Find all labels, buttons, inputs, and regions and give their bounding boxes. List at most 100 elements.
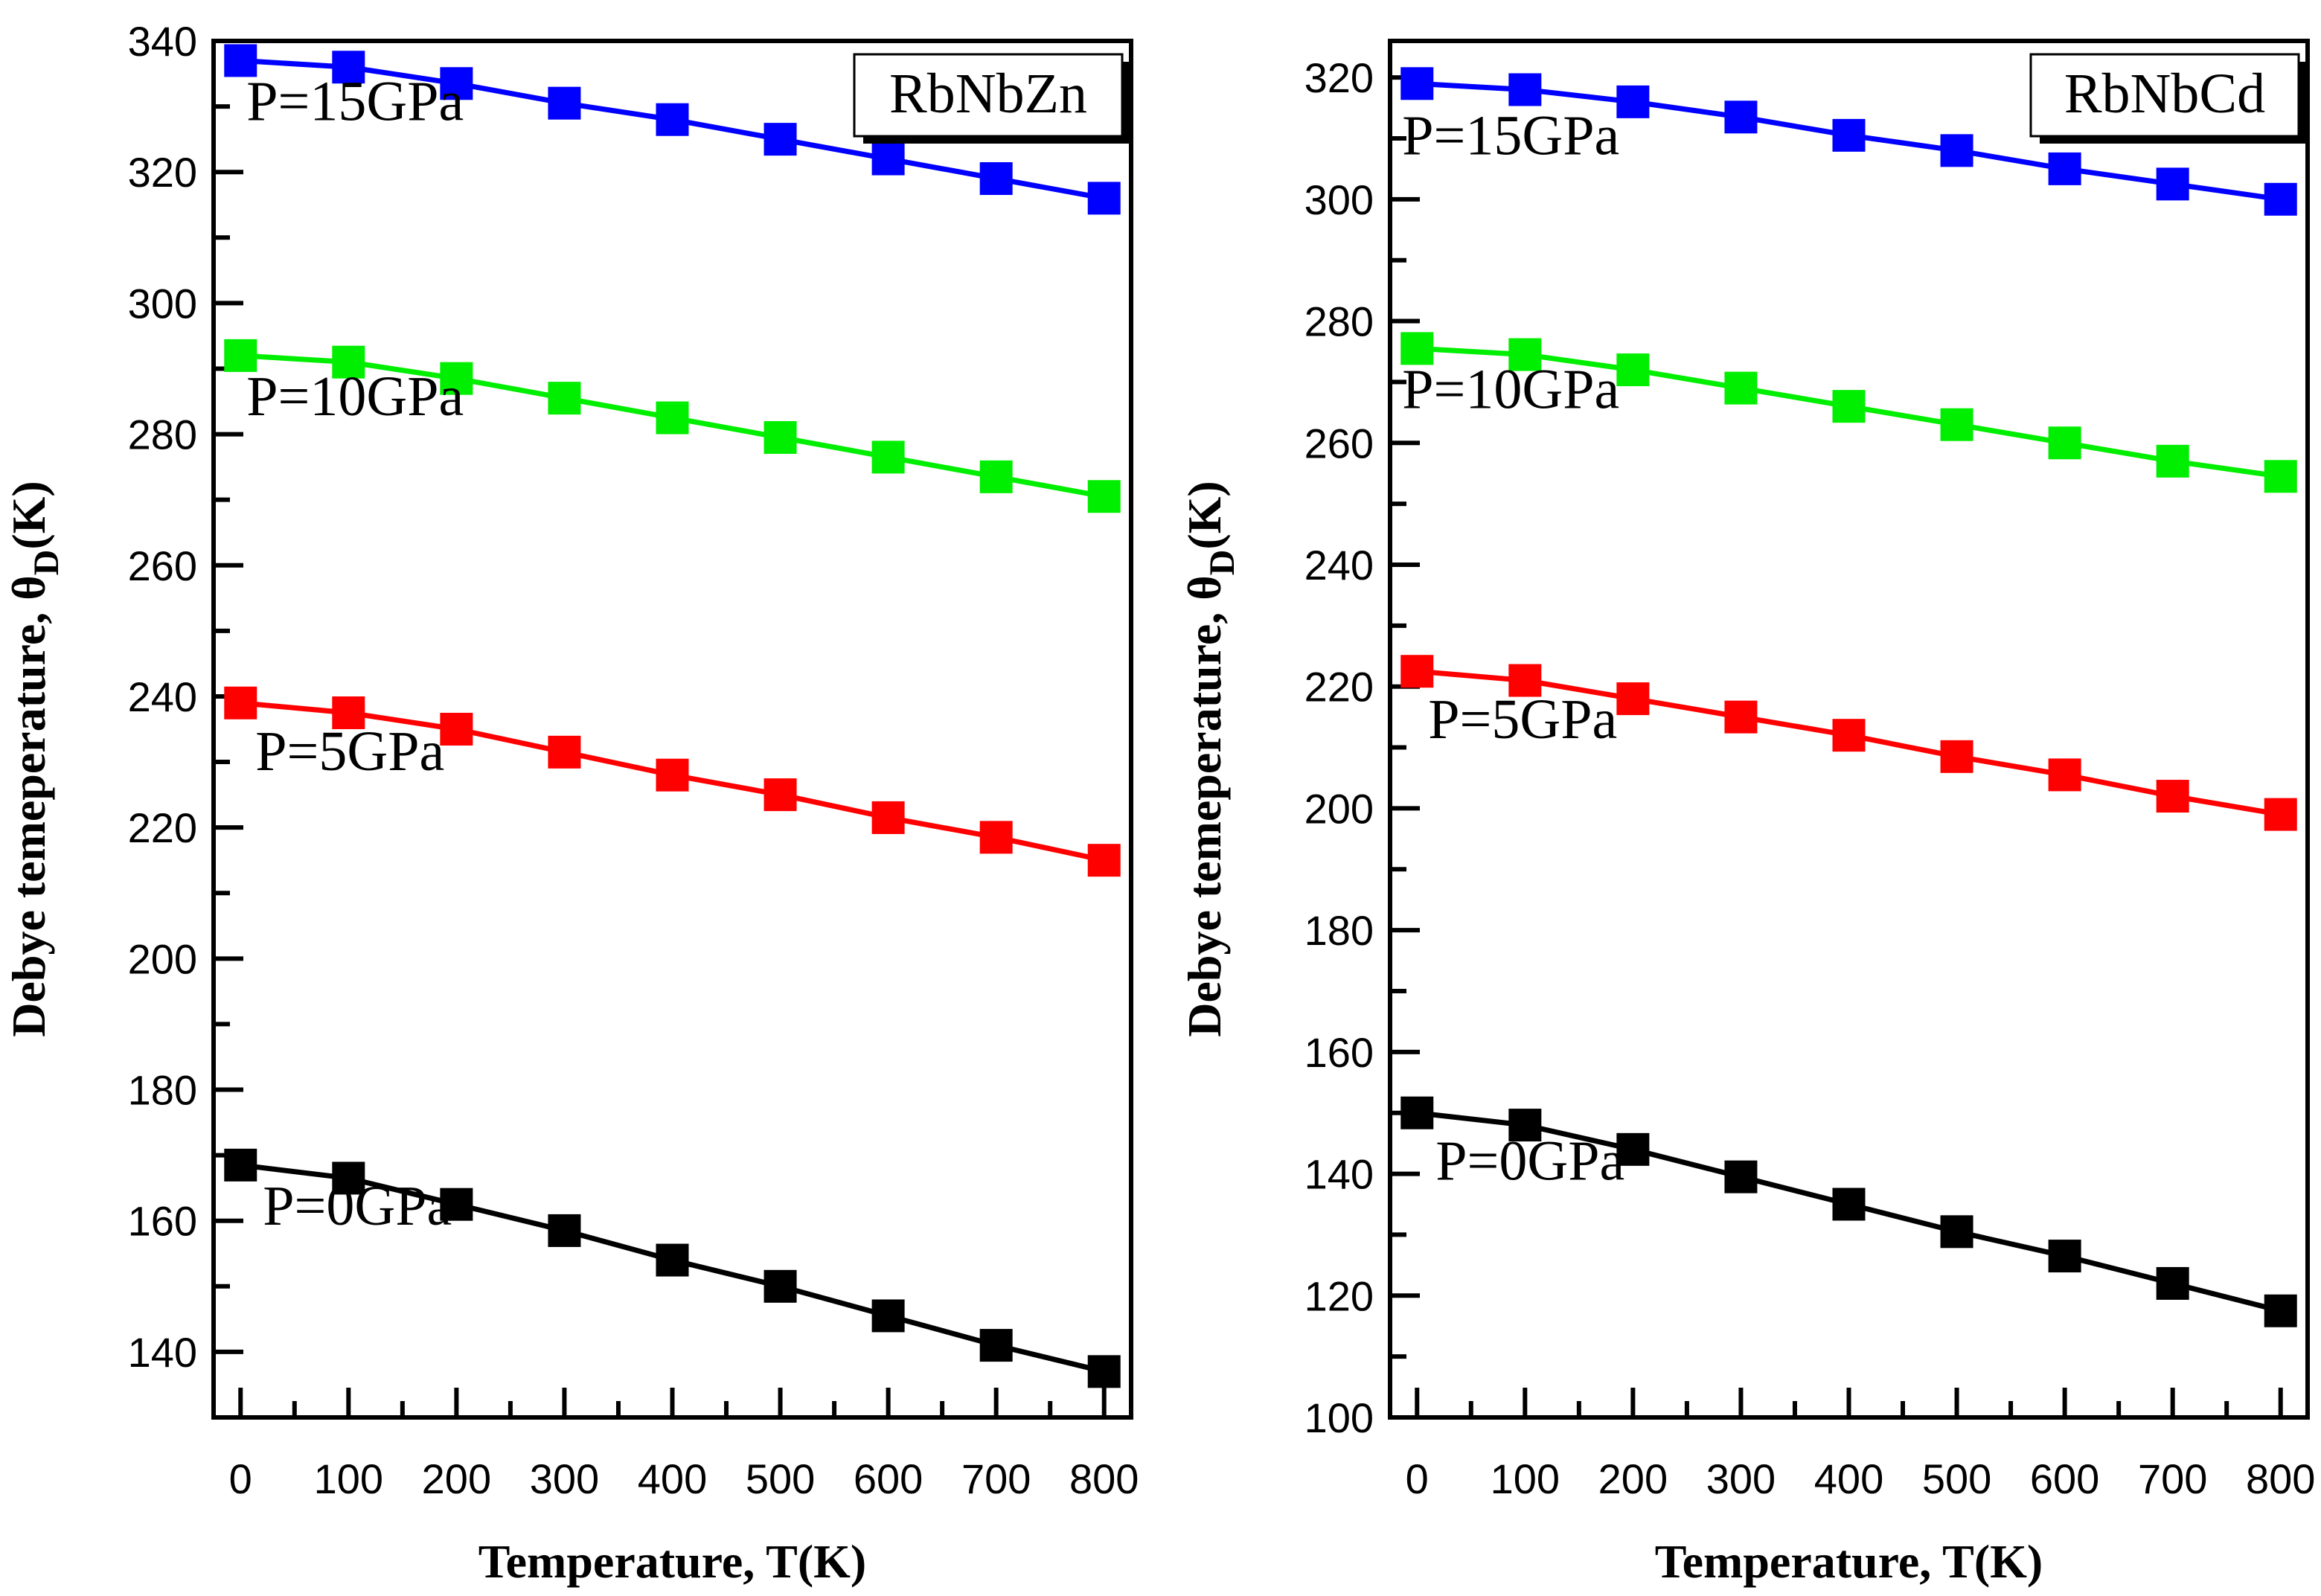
- data-point: [1400, 655, 1434, 688]
- data-point: [548, 86, 581, 120]
- y-tick-label: 300: [128, 280, 197, 327]
- data-point: [871, 801, 905, 834]
- y-tick-label: 100: [1304, 1394, 1374, 1441]
- data-point: [548, 1214, 581, 1247]
- data-point: [332, 345, 365, 379]
- data-point: [1940, 134, 1973, 167]
- data-point: [1616, 682, 1650, 716]
- data-point: [2048, 426, 2081, 460]
- data-point: [979, 460, 1013, 493]
- series-markers: [1400, 67, 2297, 1327]
- data-point: [1724, 1160, 1758, 1193]
- x-tick-label: 800: [2246, 1455, 2315, 1502]
- axis-ticks: 0 100 200 300 400 500 600 700 800 140 160 180 200 220…: [128, 18, 1139, 1502]
- data-point: [548, 382, 581, 415]
- series-label: P=15GPa: [1402, 104, 1619, 167]
- y-axis-title-subscript: D: [1203, 550, 1242, 576]
- data-point: [2156, 780, 2189, 813]
- series-label: P=10GPa: [246, 365, 464, 428]
- data-point: [1832, 118, 1866, 152]
- data-point: [979, 1329, 1013, 1362]
- data-point: [2156, 167, 2189, 201]
- data-point: [224, 339, 257, 372]
- x-axis-title: Temperature, T(K): [478, 1535, 866, 1588]
- data-point: [763, 123, 797, 156]
- series-label: P=0GPa: [263, 1175, 452, 1237]
- x-tick-label: 300: [1706, 1455, 1776, 1502]
- chart-title: RbNbCd: [2064, 63, 2265, 125]
- data-point: [1724, 100, 1758, 134]
- data-point: [656, 758, 689, 792]
- data-point: [656, 401, 689, 435]
- data-point: [871, 142, 905, 176]
- y-tick-label: 280: [128, 411, 197, 458]
- data-point: [1087, 844, 1121, 877]
- y-tick-label: 200: [128, 935, 197, 982]
- data-point: [656, 1243, 689, 1277]
- data-point: [1087, 182, 1121, 215]
- data-point: [1940, 740, 1973, 773]
- data-point: [1724, 371, 1758, 405]
- y-axis-title: Debye temeperature, θD(K): [1178, 481, 1242, 1037]
- data-point: [440, 713, 473, 746]
- y-tick-label: 160: [1304, 1029, 1374, 1076]
- data-point: [979, 162, 1013, 195]
- y-tick-label: 220: [1304, 664, 1374, 711]
- y-axis-title: Debye temeperature, θD(K): [2, 481, 66, 1037]
- data-point: [763, 420, 797, 454]
- y-tick-label: 300: [1304, 176, 1374, 223]
- series-label: P=5GPa: [1428, 688, 1617, 751]
- data-point: [1940, 408, 1973, 441]
- x-tick-label: 500: [746, 1455, 815, 1502]
- data-point: [440, 67, 473, 100]
- y-tick-label: 240: [1304, 542, 1374, 589]
- x-tick-label: 200: [422, 1455, 491, 1502]
- data-point: [763, 778, 797, 812]
- y-tick-label: 160: [128, 1198, 197, 1245]
- data-point: [1832, 390, 1866, 423]
- data-point: [2264, 1294, 2297, 1327]
- x-tick-label: 700: [961, 1455, 1031, 1502]
- x-tick-label: 600: [854, 1455, 923, 1502]
- data-point: [440, 1188, 473, 1221]
- data-point: [763, 1269, 797, 1303]
- series-markers: [224, 44, 1121, 1388]
- data-point: [1616, 1132, 1650, 1166]
- series-labels: P=15GPa P=10GPa P=5GPa P=0GPa: [1402, 104, 1624, 1192]
- y-tick-label: 180: [1304, 907, 1374, 954]
- data-point: [1508, 664, 1542, 697]
- panel-rbnbzn: 0 100 200 300 400 500 600 700 800 140 160 180 200 220…: [2, 18, 1139, 1588]
- series-label: P=5GPa: [255, 720, 444, 783]
- data-point: [1940, 1215, 1973, 1249]
- data-point: [1400, 67, 1434, 100]
- y-tick-label: 320: [128, 149, 197, 196]
- data-point: [1724, 700, 1758, 734]
- data-point: [979, 821, 1013, 854]
- data-point: [1400, 332, 1434, 365]
- y-tick-label: 280: [1304, 298, 1374, 345]
- y-axis-title-main: Debye temeperature, θ: [2, 575, 55, 1036]
- series-label: P=15GPa: [246, 70, 464, 132]
- panel-rbnbcd: 0 100 200 300 400 500 600 700 800 100 120 140 160 180…: [1178, 39, 2315, 1588]
- data-point: [1832, 1188, 1866, 1221]
- y-axis-title-suffix: (K): [2, 481, 55, 549]
- y-tick-label: 260: [1304, 420, 1374, 467]
- plot-frame: [211, 39, 1133, 1420]
- data-point: [2048, 152, 2081, 185]
- data-point: [548, 735, 581, 769]
- x-tick-label: 300: [530, 1455, 599, 1502]
- data-point: [224, 686, 257, 720]
- data-point: [1832, 719, 1866, 752]
- y-axis-title-subscript: D: [27, 550, 66, 576]
- data-point: [871, 1299, 905, 1333]
- y-axis-title-main: Debye temeperature, θ: [1178, 575, 1231, 1036]
- data-point: [1508, 73, 1542, 106]
- x-tick-label: 700: [2138, 1455, 2207, 1502]
- series-label: P=0GPa: [1435, 1130, 1624, 1193]
- y-axis-title-suffix: (K): [1178, 481, 1231, 549]
- chart-title-box: RbNbCd: [2029, 53, 2308, 144]
- series-labels: P=15GPa P=10GPa P=5GPa P=0GPa: [246, 70, 464, 1237]
- data-point: [871, 440, 905, 474]
- data-point: [1616, 353, 1650, 387]
